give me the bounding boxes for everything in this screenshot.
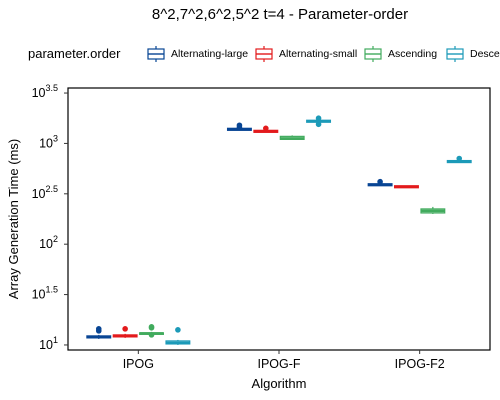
legend-label: Descending	[470, 48, 500, 60]
legend-item: Alternating-small	[254, 44, 357, 64]
box-descending-ipog	[165, 327, 191, 345]
box-ascending-ipog	[139, 324, 164, 338]
box-alternating-small-ipog	[112, 326, 138, 338]
y-tick-label: 102.5	[32, 184, 58, 201]
y-tick-label: 103	[39, 133, 58, 150]
x-tick-label: IPOG-F	[257, 357, 300, 371]
chart-title: 8^2,7^2,6^2,5^2 t=4 - Parameter-order	[151, 6, 409, 23]
legend-key	[445, 46, 465, 62]
y-tick-label: 101.5	[32, 285, 58, 302]
outlier-point	[456, 155, 463, 162]
x-tick-label: IPOG-F2	[395, 357, 445, 371]
legend-item: Alternating-large	[146, 44, 248, 64]
legend-key	[146, 46, 166, 62]
legend-label: Alternating-small	[279, 48, 358, 60]
box-descending-ipog-f	[306, 115, 332, 128]
legend-key	[254, 46, 274, 62]
x-axis-title: Algorithm	[252, 376, 307, 391]
box-descending-ipog-f2	[446, 155, 472, 164]
outlier-point	[315, 121, 322, 128]
outlier-point	[175, 327, 181, 333]
legend-item: Ascending	[363, 44, 437, 64]
outlier-point	[148, 332, 155, 338]
legend-item: Descending	[445, 44, 500, 64]
y-tick-label: 102	[39, 234, 58, 251]
outlier-point	[148, 324, 155, 330]
box-alternating-small-ipog-f2	[394, 185, 419, 189]
outlier-point	[236, 122, 243, 129]
outlier-point	[315, 115, 322, 122]
legend-label: Ascending	[388, 48, 438, 60]
outlier-point	[263, 125, 269, 132]
y-tick-label: 103.5	[32, 83, 58, 100]
outlier-point	[377, 178, 383, 185]
legend-title: parameter.order	[28, 46, 121, 61]
y-axis-title: Array Generation Time (ms)	[6, 139, 21, 299]
box-alternating-large-ipog	[86, 326, 112, 339]
box-alternating-small-ipog-f	[253, 125, 279, 133]
box-ascending-ipog-f	[279, 135, 305, 140]
legend-key	[363, 46, 383, 62]
box-alternating-large-ipog-f	[226, 122, 252, 131]
box-ascending-ipog-f2	[420, 206, 446, 214]
outlier-point	[122, 326, 128, 332]
box-alternating-large-ipog-f2	[367, 178, 393, 187]
legend-label: Alternating-large	[171, 48, 249, 60]
plot-panel	[67, 87, 491, 351]
x-tick-label: IPOG	[123, 357, 154, 371]
y-tick-label: 101	[39, 335, 58, 352]
outlier-point	[95, 326, 102, 332]
